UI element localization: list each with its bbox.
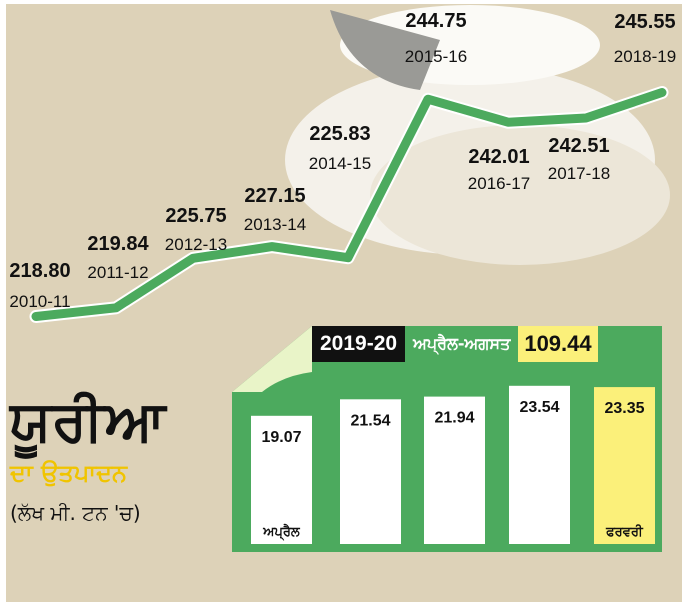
bar-value-label: 23.35: [604, 400, 644, 417]
bar-value-label: 21.54: [350, 412, 390, 429]
data-label: 219.84: [87, 233, 149, 255]
unit-label: (ਲੱਖ ਮੀ. ਟਨ 'ਚ): [10, 501, 141, 525]
chart-subtitle: ਦਾ ਉਤਪਾਦਨ: [10, 459, 128, 487]
bar: [509, 385, 570, 544]
data-label: 218.80: [9, 260, 70, 282]
inset-header: 2019-20 ਅਪ੍ਰੈਲ-ਅਗਸਤ 109.44: [312, 326, 598, 362]
data-point: [506, 120, 510, 124]
data-label: 242.01: [468, 146, 529, 168]
bar: [251, 415, 312, 544]
bar-value-label: 19.07: [261, 429, 301, 446]
data-point: [346, 256, 350, 260]
x-tick-label: 2011-12: [87, 263, 148, 282]
data-label: 225.83: [309, 123, 370, 145]
data-label: 242.51: [548, 135, 609, 157]
inset-period: ਅਪ੍ਰੈਲ-ਅਗਸਤ: [405, 326, 519, 362]
inset-page-curl: [232, 326, 312, 392]
x-tick-label: 2012-13: [165, 235, 227, 254]
bar-value-label: 23.54: [519, 399, 559, 416]
data-label: 225.75: [165, 205, 226, 227]
inset-total: 109.44: [518, 326, 598, 362]
data-point: [270, 245, 274, 249]
bar-category-label: ਅਪ੍ਰੈਲ: [262, 523, 301, 541]
bar-value-label: 21.94: [434, 410, 474, 427]
data-label: 244.75: [405, 10, 466, 32]
data-point: [191, 256, 195, 260]
x-tick-label: 2015-16: [405, 47, 467, 66]
title-block: ਯੂਰੀਆ ਦਾ ਉਤਪਾਦਨ (ਲੱਖ ਮੀ. ਟਨ 'ਚ): [10, 390, 230, 528]
x-tick-label: 2017-18: [548, 164, 610, 183]
x-tick-label: 2014-15: [309, 154, 371, 173]
bar: [594, 387, 655, 544]
bar-category-label: ਫਰਵਰੀ: [605, 524, 644, 540]
inset-year: 2019-20: [312, 326, 406, 362]
chart-title: ਯੂਰੀਆ: [10, 388, 167, 454]
data-label: 245.55: [614, 11, 675, 33]
x-tick-label: 2018-19: [614, 47, 676, 66]
bar: [340, 399, 401, 544]
data-label: 227.15: [244, 185, 305, 207]
bar: [424, 396, 485, 544]
data-point: [660, 91, 664, 94]
data-point: [584, 116, 588, 120]
data-point: [426, 97, 430, 101]
x-tick-label: 2010-11: [9, 292, 70, 311]
data-point: [34, 315, 38, 318]
x-tick-label: 2013-14: [244, 215, 306, 234]
x-tick-label: 2016-17: [468, 174, 530, 193]
data-point: [114, 306, 118, 310]
